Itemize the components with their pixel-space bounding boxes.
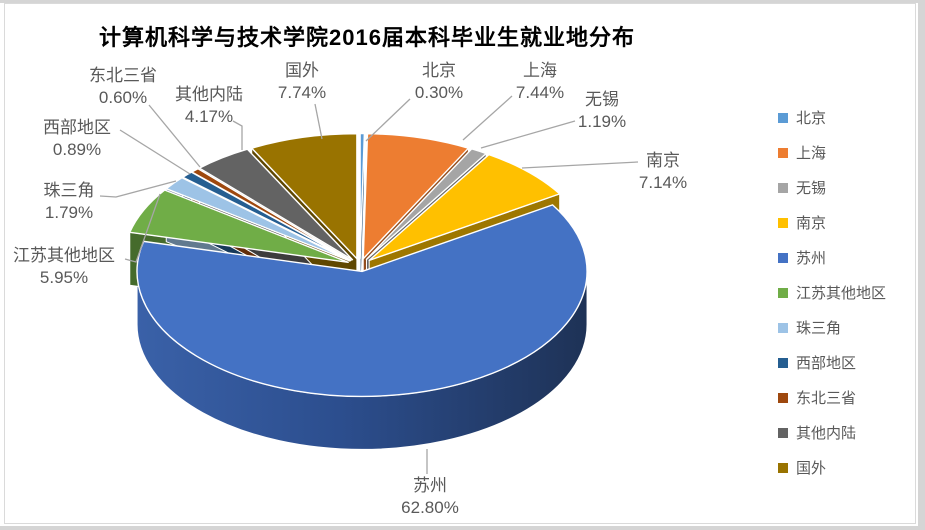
legend-label: 西部地区 bbox=[796, 355, 857, 372]
chart-title: 计算机科学与技术学院2016届本科毕业生就业地分布 bbox=[99, 25, 635, 50]
label-leader-line bbox=[99, 180, 177, 198]
legend-item[interactable]: 苏州 bbox=[778, 240, 886, 275]
label-leader-lines bbox=[99, 95, 639, 474]
data-label-name: 江苏其他地区 bbox=[13, 246, 115, 265]
legend-item[interactable]: 江苏其他地区 bbox=[778, 275, 886, 310]
legend-swatch bbox=[778, 217, 788, 228]
legend-swatch bbox=[778, 462, 788, 473]
legend-item[interactable]: 无锡 bbox=[778, 170, 886, 205]
legend-item[interactable]: 东北三省 bbox=[778, 380, 886, 415]
data-label-value: 1.79% bbox=[44, 203, 94, 222]
data-label-value: 0.60% bbox=[98, 88, 148, 107]
legend-swatch bbox=[778, 322, 788, 333]
legend-label: 上海 bbox=[796, 145, 827, 162]
data-label-name: 无锡 bbox=[584, 90, 619, 109]
legend-label: 无锡 bbox=[796, 180, 827, 197]
data-label-value: 7.74% bbox=[277, 83, 327, 102]
legend-label: 苏州 bbox=[796, 250, 827, 267]
pie-slice[interactable] bbox=[129, 189, 349, 263]
data-label: 珠三角 1.79% bbox=[44, 180, 95, 224]
label-leader-line bbox=[480, 120, 576, 149]
legend-swatch bbox=[778, 112, 788, 123]
data-label-name: 国外 bbox=[284, 61, 319, 80]
pie-slice[interactable] bbox=[365, 148, 487, 261]
data-label: 西部地区 0.89% bbox=[43, 117, 111, 161]
data-label-name: 苏州 bbox=[412, 476, 447, 495]
label-leader-line bbox=[365, 98, 411, 142]
label-leader-line bbox=[119, 129, 191, 175]
data-label-name: 南京 bbox=[645, 151, 680, 170]
label-leader-line bbox=[462, 95, 513, 141]
legend-item[interactable]: 珠三角 bbox=[778, 310, 886, 345]
legend-label: 其他内陆 bbox=[796, 425, 857, 442]
data-label-name: 西部地区 bbox=[43, 118, 111, 137]
legend-label: 北京 bbox=[796, 110, 827, 127]
data-label-value: 4.17% bbox=[184, 107, 234, 126]
legend-item[interactable]: 上海 bbox=[778, 135, 886, 170]
pie-slice[interactable] bbox=[136, 204, 588, 398]
legend-swatch bbox=[778, 147, 788, 158]
data-label-name: 北京 bbox=[421, 61, 456, 80]
legend-item[interactable]: 南京 bbox=[778, 205, 886, 240]
legend: 北京上海无锡南京苏州江苏其他地区 珠三角西部地区东北三省其他内陆国外 bbox=[778, 100, 886, 485]
data-label-value: 0.30% bbox=[414, 83, 464, 102]
data-label-name: 东北三省 bbox=[89, 66, 157, 85]
data-label: 上海 7.44% bbox=[516, 60, 564, 104]
pie-slice[interactable] bbox=[165, 176, 351, 262]
data-label-name: 上海 bbox=[522, 61, 557, 80]
data-label-name: 珠三角 bbox=[43, 181, 95, 200]
data-label-value: 7.14% bbox=[638, 173, 688, 192]
data-label-value: 62.80% bbox=[401, 498, 459, 517]
pie-slice[interactable] bbox=[368, 153, 561, 262]
data-label-value: 5.95% bbox=[39, 268, 89, 287]
legend-label: 国外 bbox=[796, 460, 827, 477]
data-label: 南京 7.14% bbox=[639, 150, 687, 194]
legend-swatch bbox=[778, 182, 788, 193]
data-label-name: 其他内陆 bbox=[175, 85, 243, 104]
label-leader-line bbox=[232, 120, 243, 150]
legend-item[interactable]: 北京 bbox=[778, 100, 886, 135]
legend-swatch bbox=[778, 357, 788, 368]
pie-slice[interactable] bbox=[198, 148, 354, 261]
label-leader-line bbox=[314, 103, 323, 140]
data-label: 北京 0.30% bbox=[415, 60, 463, 104]
legend-item[interactable]: 其他内陆 bbox=[778, 415, 886, 450]
data-label-value: 0.89% bbox=[52, 140, 102, 159]
legend-label: 南京 bbox=[796, 215, 827, 232]
legend-label: 江苏其他地区 bbox=[796, 285, 887, 302]
legend-swatch bbox=[778, 287, 788, 298]
page-background-strip bbox=[0, 0, 925, 3]
legend-swatch bbox=[778, 392, 788, 403]
data-label-value: 1.19% bbox=[577, 112, 627, 131]
legend-swatch bbox=[778, 252, 788, 263]
legend-item[interactable]: 西部地区 bbox=[778, 345, 886, 380]
page-background-strip bbox=[0, 526, 925, 530]
data-label: 无锡 1.19% bbox=[578, 89, 626, 133]
legend-label: 珠三角 bbox=[796, 320, 842, 337]
pie-slice[interactable] bbox=[251, 132, 358, 260]
label-leader-line bbox=[521, 161, 639, 169]
data-label: 苏州 62.80% bbox=[401, 475, 459, 519]
label-leader-line bbox=[148, 104, 201, 168]
pie-slice[interactable] bbox=[191, 168, 352, 262]
data-label: 江苏其他地区 5.95% bbox=[13, 245, 115, 289]
legend-swatch bbox=[778, 427, 788, 438]
data-label: 国外 7.74% bbox=[278, 60, 326, 104]
data-label: 其他内陆 4.17% bbox=[175, 84, 243, 128]
pie-slice[interactable] bbox=[359, 132, 366, 260]
data-label: 东北三省 0.60% bbox=[89, 65, 157, 109]
data-label-value: 7.44% bbox=[515, 83, 565, 102]
pie-top-faces bbox=[129, 132, 588, 398]
legend-label: 东北三省 bbox=[796, 390, 857, 407]
pie-slice[interactable] bbox=[362, 133, 470, 260]
legend-item[interactable]: 国外 bbox=[778, 450, 886, 485]
page-background-strip bbox=[918, 0, 925, 530]
label-leader-line bbox=[124, 193, 161, 263]
